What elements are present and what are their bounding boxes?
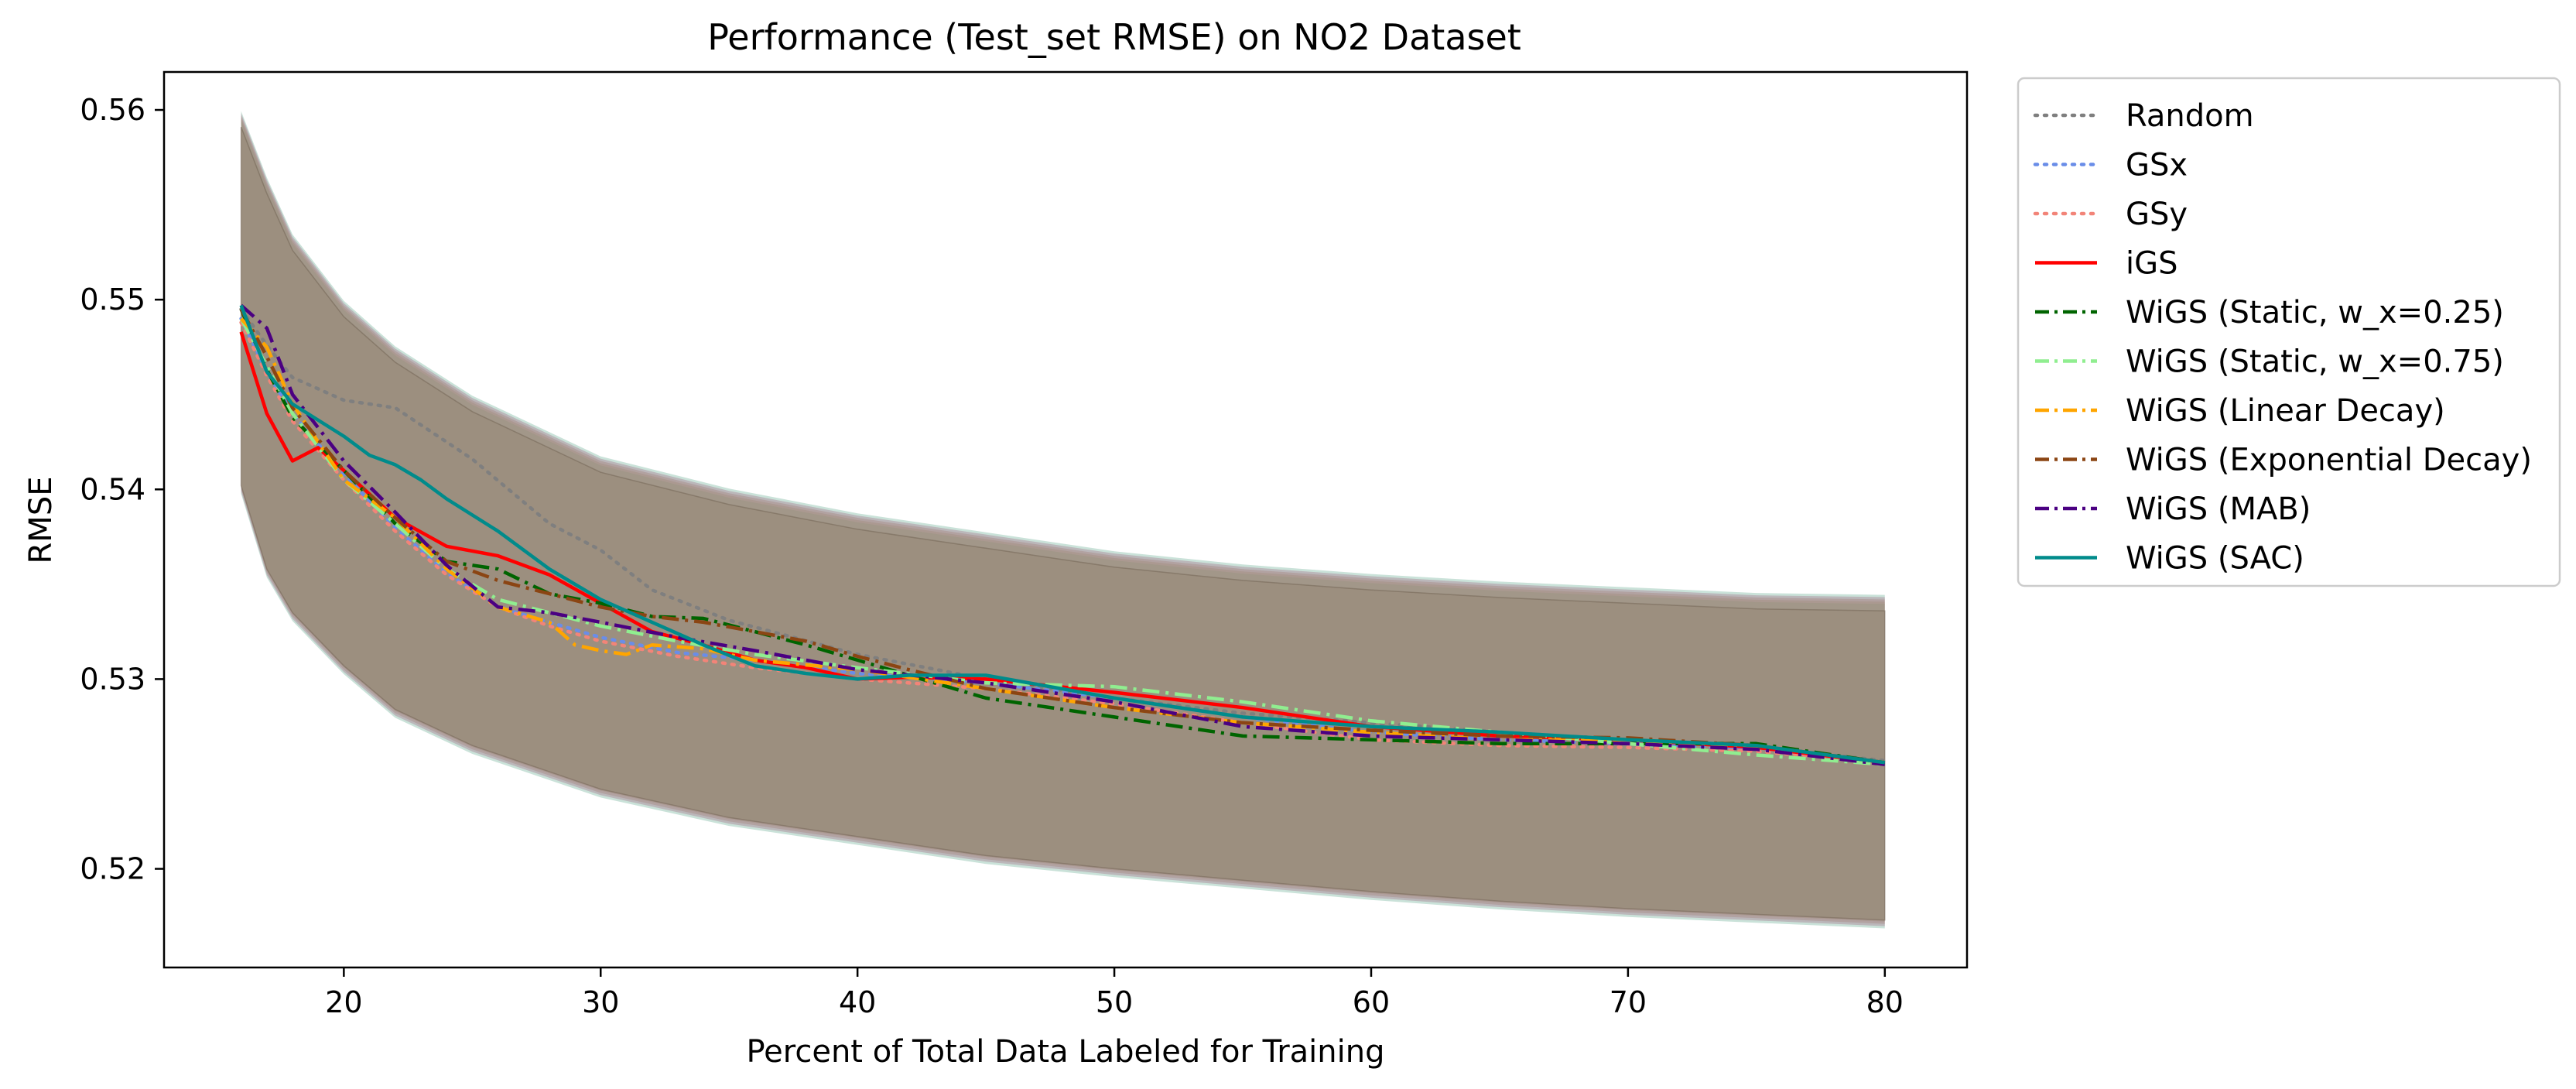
- series-line-7: [239, 308, 1886, 765]
- legend-label-0: Random: [2126, 98, 2254, 134]
- x-tick-label: 30: [582, 985, 619, 1019]
- y-tick-label: 0.55: [80, 283, 145, 317]
- x-tick-label: 60: [1353, 985, 1390, 1019]
- std-band-layer: [240, 111, 1886, 929]
- axes-frame: [162, 70, 1969, 969]
- legend-label-5: WiGS (Static, w_x=0.75): [2126, 344, 2504, 380]
- x-tick-label: 20: [325, 985, 362, 1019]
- std-band-overlap: [240, 126, 1886, 921]
- legend-label-6: WiGS (Linear Decay): [2126, 393, 2445, 429]
- series-layer: [239, 303, 1887, 766]
- legend-frame: [2017, 77, 2561, 587]
- plot-area: [239, 111, 1887, 929]
- series-line-0: [239, 307, 1887, 763]
- y-axis-label: RMSE: [23, 477, 59, 564]
- legend: Random GSx GSy iGS WiGS (Static, w_x=0.25) Wi…: [2017, 77, 2561, 587]
- legend-label-4: WiGS (Static, w_x=0.25): [2126, 295, 2504, 330]
- x-tick-label: 40: [839, 985, 876, 1019]
- chart-title: Performance (Test_set RMSE) on NO2 Datas…: [707, 16, 1521, 58]
- y-tick-label: 0.56: [80, 93, 145, 127]
- legend-label-3: iGS: [2126, 246, 2178, 282]
- y-axis-ticks: 0.52 0.53 0.54 0.55 0.56: [80, 93, 164, 886]
- legend-label-9: WiGS (SAC): [2126, 541, 2304, 577]
- legend-label-8: WiGS (MAB): [2126, 491, 2311, 527]
- x-tick-label: 50: [1096, 985, 1133, 1019]
- y-tick-label: 0.53: [80, 662, 145, 696]
- legend-label-7: WiGS (Exponential Decay): [2126, 443, 2532, 478]
- series-line-6: [239, 317, 1886, 765]
- series-line-1: [239, 317, 1887, 765]
- x-axis-label: Percent of Total Data Labeled for Traini…: [746, 1034, 1384, 1070]
- y-tick-label: 0.52: [80, 852, 145, 886]
- x-tick-label: 70: [1610, 985, 1647, 1019]
- x-tick-label: 80: [1866, 985, 1904, 1019]
- x-axis-ticks: 20 30 40 50 60 70 80: [325, 967, 1904, 1019]
- legend-label-2: GSy: [2126, 197, 2188, 232]
- legend-items: Random GSx GSy iGS WiGS (Static, w_x=0.25) Wi…: [2033, 98, 2532, 577]
- series-line-2: [239, 320, 1887, 765]
- series-line-9: [239, 304, 1886, 765]
- series-line-8: [240, 303, 1886, 766]
- y-tick-label: 0.54: [80, 472, 145, 506]
- legend-label-1: GSx: [2126, 148, 2188, 183]
